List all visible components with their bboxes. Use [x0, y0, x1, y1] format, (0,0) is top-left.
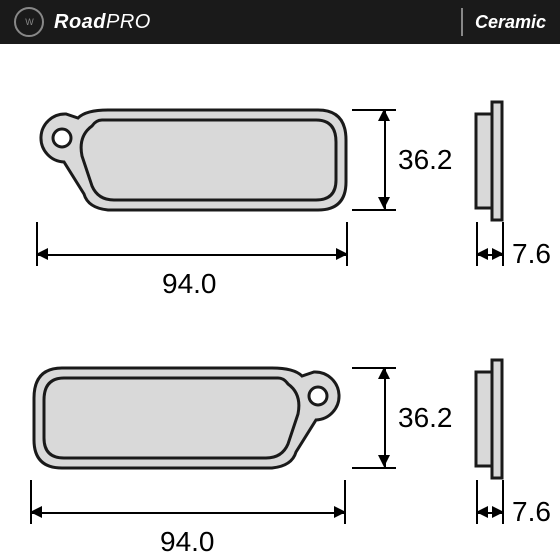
- dim-width-2: 94.0: [160, 526, 215, 558]
- dim-arrow: [334, 506, 346, 518]
- dim-tick: [352, 467, 396, 469]
- dim-height-1: 36.2: [398, 144, 453, 176]
- dim-arrow: [378, 109, 390, 121]
- dim-arrow: [378, 367, 390, 379]
- dim-arrow: [476, 506, 488, 518]
- pad-face-2: [22, 354, 352, 484]
- header-divider: [461, 8, 463, 36]
- dim-arrow: [492, 506, 504, 518]
- material-label: Ceramic: [475, 12, 546, 33]
- dim-line: [36, 254, 348, 256]
- dim-arrow: [36, 248, 48, 260]
- dim-line: [30, 512, 346, 514]
- dim-width-1: 94.0: [162, 268, 217, 300]
- diagram-area: 36.2 94.0 7.6 36.2: [0, 44, 560, 560]
- header-left: W RoadPRO: [14, 7, 151, 37]
- brand-prefix: Road: [54, 11, 106, 33]
- pad-side-1: [470, 96, 514, 226]
- dim-arrow: [378, 197, 390, 209]
- dim-thick-2: 7.6: [512, 496, 551, 528]
- dim-tick: [352, 209, 396, 211]
- dim-line: [384, 367, 386, 467]
- dim-arrow: [30, 506, 42, 518]
- brand-name: RoadPRO: [54, 11, 151, 34]
- logo-glyph: W: [25, 17, 33, 27]
- dim-arrow: [336, 248, 348, 260]
- dim-arrow: [378, 455, 390, 467]
- header-right: Ceramic: [461, 8, 546, 36]
- brand-suffix: PRO: [106, 11, 151, 33]
- dim-line: [384, 109, 386, 209]
- dim-height-2: 36.2: [398, 402, 453, 434]
- dim-thick-1: 7.6: [512, 238, 551, 270]
- brand-logo-icon: W: [14, 7, 44, 37]
- dim-arrow: [492, 248, 504, 260]
- pad-side-2: [470, 354, 514, 484]
- dim-arrow: [476, 248, 488, 260]
- header-bar: W RoadPRO Ceramic: [0, 0, 560, 44]
- pad-face-1: [28, 96, 358, 226]
